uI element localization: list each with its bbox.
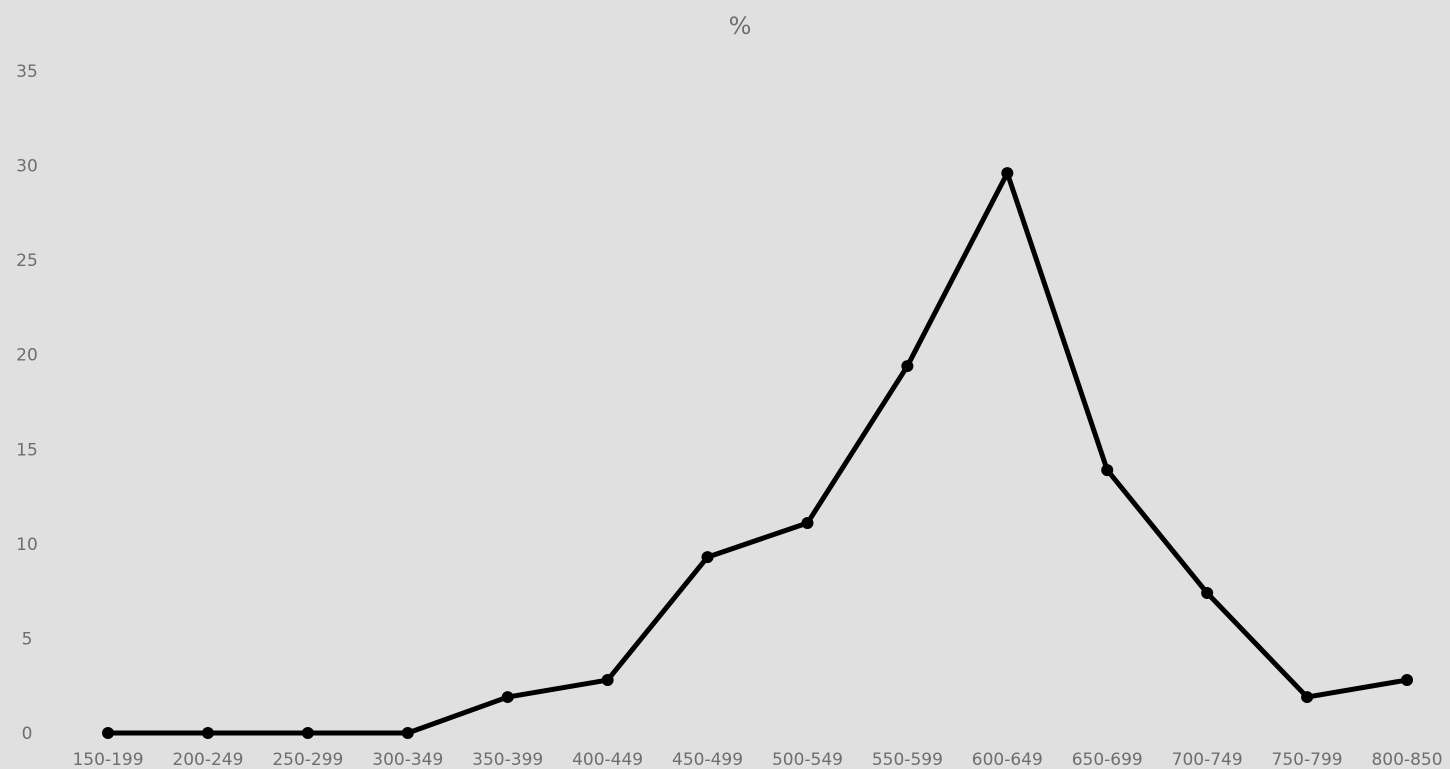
data-point xyxy=(401,727,414,739)
data-point xyxy=(601,674,614,687)
series-path xyxy=(105,170,1410,736)
y-tick-label: 25 xyxy=(16,251,38,271)
x-tick-label: 450-499 xyxy=(672,750,743,769)
y-tick-label: 30 xyxy=(16,157,38,177)
x-tick-label: 750-799 xyxy=(1272,750,1343,769)
x-tick-label: 800-850 xyxy=(1371,750,1442,769)
x-tick-label: 650-699 xyxy=(1072,750,1143,769)
x-tick-label: 550-599 xyxy=(872,750,943,769)
data-point xyxy=(501,691,514,704)
series-line xyxy=(102,167,1413,739)
x-tick-label: 600-649 xyxy=(972,750,1043,769)
x-tick-label: 200-249 xyxy=(172,750,243,769)
y-tick-label: 15 xyxy=(16,440,38,460)
data-point xyxy=(301,727,314,739)
y-tick-label: 35 xyxy=(16,62,38,82)
data-point xyxy=(701,551,714,564)
x-tick-label: 300-349 xyxy=(372,750,443,769)
y-tick-label: 5 xyxy=(22,629,33,649)
data-point xyxy=(1101,464,1114,477)
data-point xyxy=(201,727,214,739)
x-tick-label: 350-399 xyxy=(472,750,543,769)
x-axis: 150-199 200-249 250-299 300-349 350-399 400-4… xyxy=(72,750,1442,769)
data-point xyxy=(801,517,814,530)
data-point xyxy=(102,727,114,739)
x-tick-label: 250-299 xyxy=(272,750,343,769)
y-tick-label: 20 xyxy=(16,346,38,366)
x-tick-label: 150-199 xyxy=(72,750,143,769)
data-point xyxy=(1001,167,1014,180)
x-tick-label: 400-449 xyxy=(572,750,643,769)
y-tick-label: 0 xyxy=(22,724,33,744)
chart-title: % xyxy=(729,12,752,40)
data-point xyxy=(1401,674,1413,687)
x-tick-label: 500-549 xyxy=(772,750,843,769)
data-point xyxy=(1201,587,1214,600)
y-axis: 0 5 10 15 20 25 30 35 xyxy=(16,62,38,744)
x-tick-label: 700-749 xyxy=(1172,750,1243,769)
data-point xyxy=(901,360,914,373)
data-point xyxy=(1301,691,1314,704)
y-tick-label: 10 xyxy=(16,535,38,555)
